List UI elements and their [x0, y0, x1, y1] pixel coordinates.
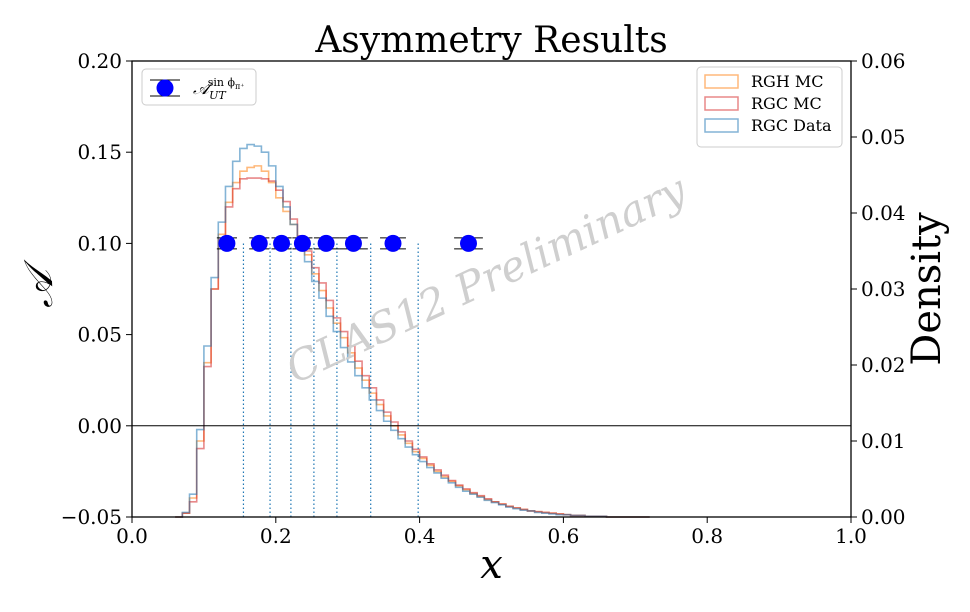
chart-title: Asymmetry Results [314, 20, 667, 61]
legend-histograms: RGH MC RGC MC RGC Data [696, 66, 843, 148]
x-tick-label: 0.2 [260, 524, 292, 548]
y-left-tick-label: 0.15 [77, 140, 122, 164]
histogram-layer [175, 143, 650, 518]
legend-asymmetry: 𝒜UTsin ϕπ⁺ [141, 68, 257, 106]
y-right-tick-label: 0.01 [861, 429, 906, 453]
x-tick-label: 0.6 [547, 524, 579, 548]
legend-label-asymmetry: 𝒜UTsin ϕπ⁺ [193, 76, 244, 102]
histogram-rgc-data [175, 143, 650, 518]
legend-box [696, 66, 843, 148]
y-left-tick-label: 0.10 [77, 231, 122, 255]
y-right-tick-label: 0.06 [861, 49, 906, 73]
legend-swatch [704, 74, 739, 89]
data-point [384, 234, 402, 252]
legend-label: RGH MC [751, 72, 824, 91]
x-tick-label: 1.0 [835, 524, 867, 548]
watermark-text: CLAS12 Preliminary [278, 164, 694, 393]
y-axis-left-title: 𝒜 [16, 259, 62, 308]
data-point [273, 234, 291, 252]
ticks-layer: 0.0 0.2 0.4 0.6 0.8 1.0 −0.05 0.00 0.05 0.10 0.15 0… [61, 49, 906, 548]
y-left-tick-label: 0.20 [77, 49, 122, 73]
legend-label: RGC MC [751, 94, 822, 113]
y-left-tick-label: −0.05 [61, 505, 122, 529]
legend-swatch [704, 118, 739, 133]
data-point [317, 234, 335, 252]
y-right-tick-label: 0.00 [861, 505, 906, 529]
legend-swatch [704, 96, 739, 111]
x-tick-label: 0.4 [404, 524, 436, 548]
data-point [344, 234, 362, 252]
y-right-tick-label: 0.04 [861, 201, 906, 225]
y-left-tick-label: 0.05 [77, 323, 122, 347]
data-point [293, 234, 311, 252]
data-point [459, 234, 477, 252]
y-left-tick-label: 0.00 [77, 414, 122, 438]
asymmetry-points-layer [216, 234, 483, 252]
x-tick-label: 0.0 [116, 524, 148, 548]
y-right-tick-label: 0.05 [861, 125, 906, 149]
bin-edge-lines-layer [242, 243, 419, 517]
y-axis-right-title: Density [904, 212, 950, 366]
data-point [218, 234, 236, 252]
legend-marker [156, 79, 174, 97]
x-axis-title: x [480, 542, 503, 588]
legend-label: RGC Data [751, 116, 832, 135]
y-right-tick-label: 0.03 [861, 277, 906, 301]
x-tick-label: 0.8 [691, 524, 723, 548]
y-right-tick-label: 0.02 [861, 353, 906, 377]
data-point [250, 234, 268, 252]
